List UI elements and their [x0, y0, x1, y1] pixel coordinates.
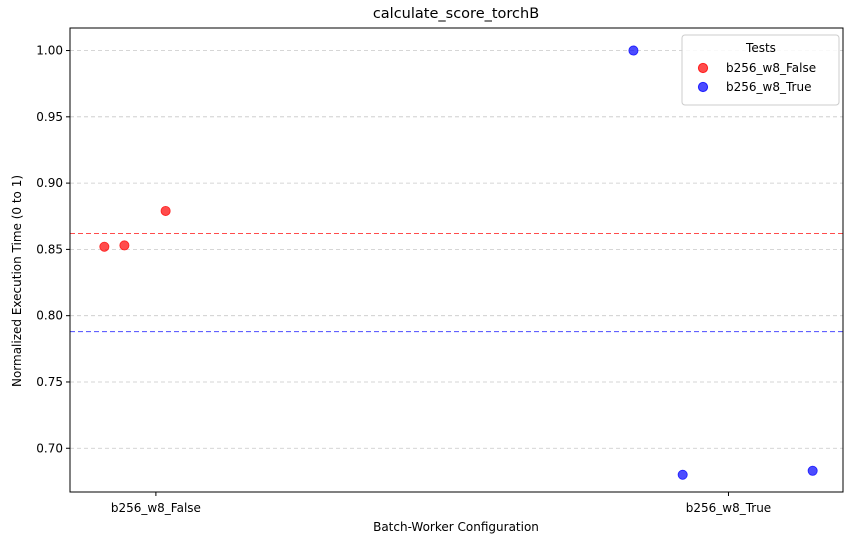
- y-tick-label: 0.90: [36, 176, 63, 190]
- legend-label: b256_w8_False: [726, 61, 816, 75]
- mean-lines: [70, 232, 843, 333]
- y-tick-label: 0.95: [36, 110, 63, 124]
- data-point: [807, 465, 818, 476]
- y-tick-label: 0.85: [36, 242, 63, 256]
- legend-box: [681, 34, 840, 106]
- data-point: [677, 469, 688, 480]
- data-point: [628, 45, 639, 56]
- y-tick-label: 1.00: [36, 44, 63, 58]
- legend-marker: [697, 81, 709, 93]
- chart-title: calculate_score_torchB: [373, 6, 539, 22]
- y-tick-label: 0.70: [36, 441, 63, 455]
- data-point: [160, 205, 171, 216]
- data-point: [99, 241, 110, 252]
- legend-title: Tests: [745, 41, 776, 55]
- legend-label: b256_w8_True: [726, 80, 811, 94]
- y-axis-label: Normalized Execution Time (0 to 1): [10, 175, 24, 387]
- x-tick-label: b256_w8_True: [686, 501, 771, 515]
- axis-ticks: 0.70 0.75 0.80 0.85 0.90 0.95 1.00 b256_w8_Fals…: [36, 44, 771, 515]
- x-tick-label: b256_w8_False: [111, 501, 201, 515]
- legend: Tests b256_w8_False b256_w8_True: [681, 34, 840, 106]
- grid-layer: [70, 50, 843, 449]
- legend-items: b256_w8_False b256_w8_True: [697, 61, 816, 94]
- plot-area: [69, 27, 844, 493]
- y-tick-label: 0.80: [36, 309, 63, 323]
- legend-marker: [697, 62, 709, 74]
- data-points: [99, 45, 818, 480]
- y-tick-label: 0.75: [36, 375, 63, 389]
- data-point: [119, 240, 130, 251]
- x-axis-label: Batch-Worker Configuration: [373, 520, 539, 534]
